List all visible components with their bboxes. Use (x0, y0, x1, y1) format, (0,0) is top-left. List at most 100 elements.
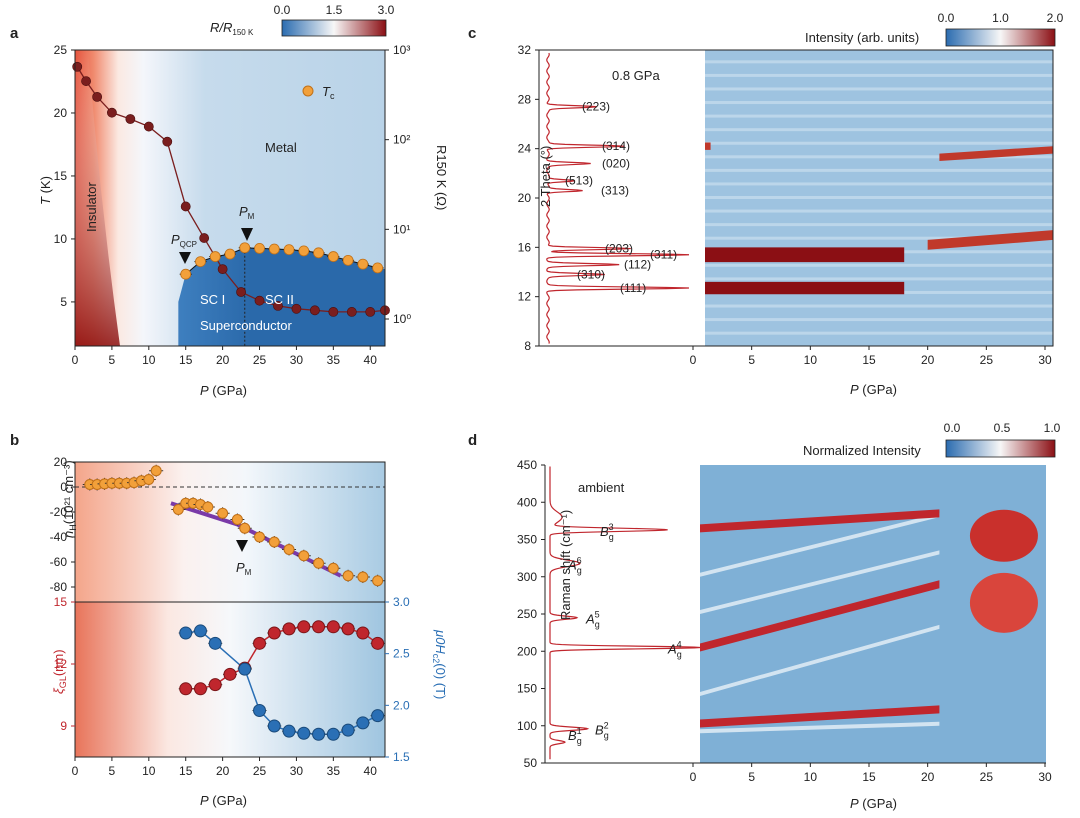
c-xtick-label: 15 (862, 353, 876, 367)
d-faint-band (700, 550, 940, 614)
c-xtick-label: 20 (921, 353, 935, 367)
r150k-point (309, 305, 320, 316)
c-peak-label: (314) (602, 139, 630, 153)
hc2-point (193, 624, 207, 638)
d-faint-band (700, 721, 940, 734)
tc-point (195, 256, 206, 268)
r150k-point (125, 114, 136, 124)
hc2-point (267, 719, 281, 733)
c-stripe (705, 223, 1053, 227)
c-stripe (705, 114, 1053, 118)
c-peak-label: (513) (565, 174, 593, 188)
c-colorbar-tick: 2.0 (1047, 11, 1064, 25)
c-xtick-label: 25 (980, 353, 994, 367)
c-stripe (705, 73, 1053, 77)
a-colorbar-tick: 0.0 (274, 3, 291, 17)
b-xtick-label: 15 (179, 764, 193, 778)
b-xtick-label: 5 (109, 764, 116, 778)
c-peak-label: (020) (602, 156, 630, 170)
xi-point (371, 636, 385, 650)
colorbar-c-label: Intensity (arb. units) (805, 30, 919, 45)
tc-point (254, 242, 265, 254)
nh-point (239, 522, 251, 534)
r150k-point (81, 76, 91, 86)
pqcp-arrow (179, 252, 191, 264)
xi-point (223, 667, 237, 681)
a-rtick-label: 10⁰ (393, 312, 411, 326)
c-ytick-label: 16 (518, 240, 532, 254)
d-xtick-label: 15 (862, 770, 876, 784)
d-ytick-label: 100 (517, 719, 537, 733)
tc-point (209, 251, 221, 262)
nh-point (217, 507, 229, 519)
b-ytick-label: -20 (50, 505, 68, 519)
panel-d-profile-area (545, 465, 700, 763)
c-xtick-label: 0 (690, 353, 697, 367)
c-colorbar-tick: 1.0 (992, 11, 1009, 25)
r150k-point (162, 136, 173, 147)
nh-point (327, 562, 339, 574)
c-ytick-label: 32 (518, 43, 532, 57)
b-xtick-label: 35 (327, 764, 341, 778)
pm-label-b: PM (236, 560, 252, 577)
d-ytick-label: 300 (517, 570, 537, 584)
d-mode-label: A6 g (567, 555, 582, 575)
r150k-point (72, 61, 83, 72)
d-ytick-label: 400 (517, 495, 537, 509)
d-xtick-label: 5 (748, 770, 755, 784)
pm-arrow-a (241, 228, 253, 241)
hc2-point (208, 636, 222, 650)
a-xtick-label: 30 (290, 353, 304, 367)
c-stripe (705, 318, 1053, 322)
pm-label-a: PM (239, 204, 255, 221)
hc2-point (326, 727, 340, 741)
d-xtick-label: 30 (1038, 770, 1052, 784)
c-peak-label: (310) (577, 267, 605, 281)
xi-point (312, 620, 326, 634)
b-rtick-label: 2.0 (393, 698, 410, 712)
b-ytick-label: -40 (50, 530, 68, 544)
nh-point (313, 557, 325, 569)
d-ytick-label: 50 (524, 756, 538, 770)
a-xtick-label: 40 (364, 353, 378, 367)
nh-point (254, 531, 266, 543)
hc2-point (282, 724, 296, 738)
nh-point (202, 501, 214, 513)
d-xtick-label: 10 (804, 770, 818, 784)
panel-a-xlabel: P (GPa) (200, 383, 247, 398)
colorbar-c (945, 28, 1056, 47)
xi-point (282, 622, 296, 636)
c-ytick-label: 28 (518, 92, 532, 106)
hc2-point (312, 727, 326, 741)
a-xtick-label: 10 (142, 353, 156, 367)
d-ytick-label: 350 (517, 533, 537, 547)
d-colorbar-tick: 0.0 (944, 421, 961, 435)
c-peak-label: (203) (605, 242, 633, 256)
tc-point (268, 243, 280, 255)
xi-point (179, 682, 193, 696)
a-rtick-label: 10¹ (393, 222, 410, 236)
hc2-point (341, 723, 355, 737)
b-xtick-label: 10 (142, 764, 156, 778)
d-xtick-label: 25 (980, 770, 994, 784)
nh-point (357, 571, 369, 583)
c-stripe (705, 60, 1053, 64)
r150k-point (199, 233, 210, 243)
c-stripe (705, 168, 1053, 172)
c-ytick-label: 24 (518, 142, 532, 156)
c-stripe (705, 304, 1053, 308)
xrd-profile (546, 52, 690, 344)
b-ytick-label: -60 (50, 555, 68, 569)
d-mode-label: A5 g (585, 610, 600, 630)
r150k-point (92, 91, 103, 102)
raman-profile (549, 466, 701, 760)
c-peak-label: (311) (650, 248, 677, 262)
r150k-point (365, 307, 376, 317)
c-peak-label: (313) (601, 184, 629, 198)
c-stripe (705, 141, 1053, 145)
c-diffraction-band (705, 247, 905, 263)
panel-b-bottom-frame (74, 601, 386, 758)
c-stripe (705, 155, 1053, 159)
tc-point (239, 242, 251, 254)
b-xtick-label: 0 (72, 764, 79, 778)
